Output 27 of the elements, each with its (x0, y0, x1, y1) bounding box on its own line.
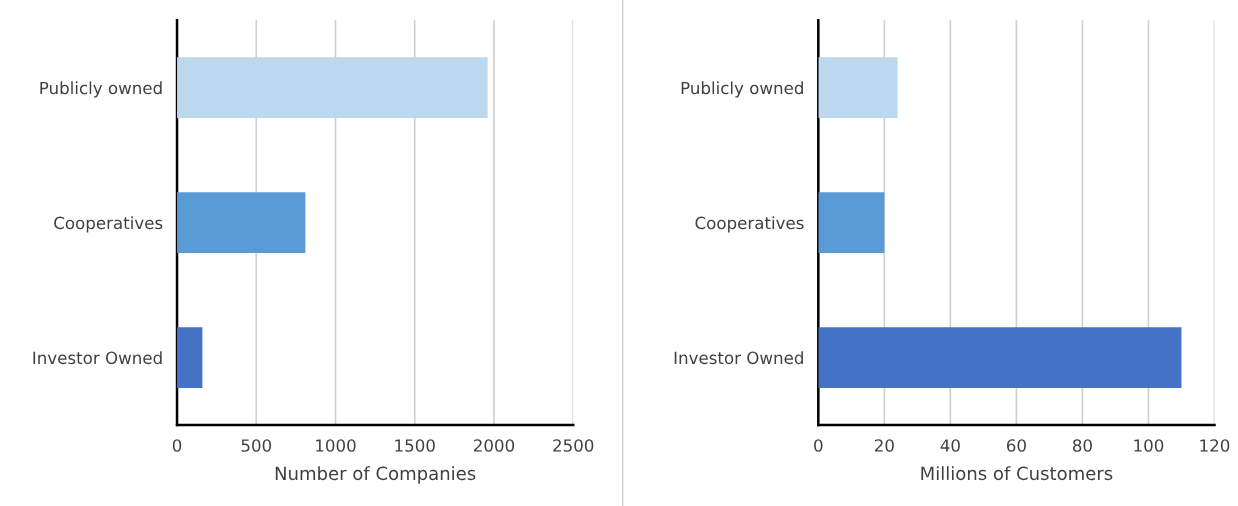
y-tick-label: Cooperatives (54, 216, 163, 233)
x-tick-label: 20 (874, 439, 894, 452)
x-tick-label: 0 (814, 439, 823, 452)
bar (818, 327, 1182, 388)
x-axis-title: Millions of Customers (921, 466, 1113, 481)
bar (177, 192, 306, 253)
x-tick-label: 500 (241, 439, 272, 452)
x-tick-label: 0 (172, 439, 182, 452)
bar (177, 327, 203, 388)
x-tick-label: 100 (1134, 439, 1164, 452)
y-tick-label: Cooperatives (695, 216, 804, 233)
x-tick-label: 2500 (553, 439, 594, 452)
y-tick-label: Publicly owned (40, 81, 162, 98)
x-tick-label: 40 (940, 439, 960, 452)
y-tick-label: Publicly owned (681, 81, 803, 98)
x-tick-label: 1000 (316, 439, 356, 452)
bar (818, 192, 885, 253)
y-tick-label: Investor Owned (674, 351, 803, 365)
x-tick-label: 2000 (473, 439, 515, 452)
x-tick-label: 80 (1072, 439, 1092, 452)
bar (818, 57, 898, 119)
bar (177, 57, 488, 119)
y-tick-label: Investor Owned (33, 351, 162, 365)
x-tick-label: 1500 (395, 439, 435, 452)
x-tick-label: 120 (1200, 439, 1230, 452)
x-tick-label: 60 (1006, 439, 1026, 452)
x-axis-title: Number of Companies (275, 466, 476, 484)
